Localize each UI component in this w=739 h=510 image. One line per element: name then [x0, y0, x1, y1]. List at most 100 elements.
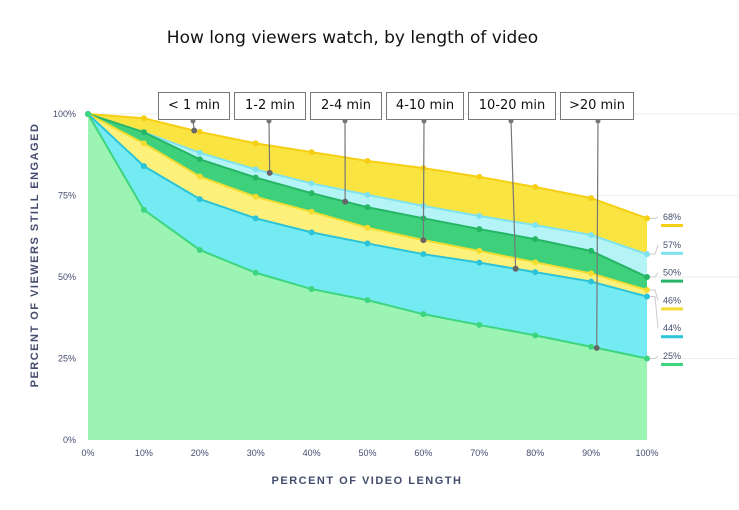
data-point — [308, 190, 315, 197]
x-tick-label: 60% — [414, 448, 432, 458]
pointer-dot — [593, 344, 600, 351]
data-point — [588, 231, 595, 238]
series-label-box: 4-10 min — [386, 92, 464, 120]
data-point — [140, 115, 147, 122]
data-point — [644, 274, 650, 280]
data-point — [532, 269, 539, 276]
data-point — [644, 287, 650, 294]
pointer-line — [422, 120, 425, 241]
series-label-box: 1-2 min — [234, 92, 306, 120]
end-label: 46% — [663, 295, 681, 305]
x-tick-label: 50% — [358, 448, 376, 458]
x-tick-label: 70% — [470, 448, 488, 458]
pointer-line — [268, 120, 271, 173]
data-point — [140, 129, 147, 136]
end-label-swatch — [661, 279, 683, 283]
data-point — [364, 204, 371, 211]
x-tick-label: 20% — [191, 448, 209, 458]
end-label-leader — [650, 355, 659, 359]
end-label-leader — [650, 244, 659, 255]
x-tick-label: 100% — [635, 448, 658, 458]
data-point — [476, 259, 483, 266]
data-point — [308, 149, 315, 156]
end-label-leader — [650, 289, 659, 301]
series-label-box: 2-4 min — [310, 92, 382, 120]
pointer-dot — [342, 198, 349, 205]
data-point — [252, 193, 259, 200]
x-axis-label: PERCENT OF VIDEO LENGTH — [272, 475, 463, 487]
data-point — [476, 247, 483, 254]
data-point — [588, 270, 595, 277]
data-point — [196, 246, 203, 253]
end-label: 50% — [663, 268, 681, 278]
data-point — [196, 156, 203, 163]
data-point — [196, 173, 203, 180]
data-point — [532, 236, 539, 243]
data-point — [364, 157, 371, 164]
data-point — [476, 321, 483, 328]
data-point — [644, 293, 650, 300]
end-label: 68% — [663, 212, 681, 222]
data-point — [644, 251, 650, 258]
data-point — [420, 251, 427, 258]
data-point — [308, 208, 315, 215]
end-label-leader — [650, 272, 659, 278]
data-point — [476, 226, 483, 233]
end-label-leader — [650, 296, 659, 329]
data-point — [364, 240, 371, 247]
data-point — [644, 215, 650, 222]
data-point — [196, 196, 203, 203]
pointer-dot — [512, 265, 519, 272]
data-point — [140, 163, 147, 170]
end-label: 57% — [663, 240, 681, 250]
data-point — [140, 206, 147, 213]
end-label-leader — [650, 216, 659, 219]
y-axis-label: PERCENT OF VIEWERS STILL ENGAGED — [29, 123, 41, 388]
data-point — [85, 111, 91, 117]
series-label-box: >20 min — [560, 92, 634, 120]
data-point — [308, 286, 315, 293]
y-tick-label: 75% — [58, 191, 76, 201]
area-5 — [88, 114, 647, 440]
data-point — [532, 259, 539, 266]
end-label-swatch — [661, 224, 683, 227]
data-point — [364, 224, 371, 231]
data-point — [588, 343, 595, 350]
data-point — [364, 191, 371, 198]
y-tick-label: 50% — [58, 272, 76, 282]
data-point — [252, 140, 259, 147]
x-tick-label: 80% — [526, 448, 544, 458]
chart-title: How long viewers watch, by length of vid… — [166, 28, 539, 48]
x-tick-label: 90% — [582, 448, 600, 458]
pointer-line — [510, 120, 517, 269]
data-point — [476, 213, 483, 220]
data-point — [308, 180, 315, 187]
data-point — [532, 222, 539, 229]
data-point — [420, 311, 427, 318]
data-point — [588, 278, 595, 285]
data-point — [140, 140, 147, 147]
data-point — [308, 229, 315, 236]
pointer-line — [596, 120, 599, 348]
end-label-swatch — [661, 251, 683, 255]
x-tick-label: 40% — [303, 448, 321, 458]
pointer-dot — [420, 237, 427, 244]
data-point — [532, 332, 539, 339]
data-point — [644, 355, 650, 362]
end-label: 44% — [663, 323, 681, 333]
data-point — [252, 215, 259, 222]
y-tick-label: 100% — [53, 109, 76, 119]
y-tick-label: 25% — [58, 354, 76, 364]
end-label-swatch — [661, 335, 683, 339]
data-point — [588, 195, 595, 202]
data-point — [196, 149, 203, 156]
pointer-dot — [191, 127, 198, 134]
pointer-dot — [266, 169, 273, 176]
y-tick-label: 0% — [63, 435, 76, 445]
end-label-swatch — [661, 307, 683, 311]
data-point — [252, 166, 259, 173]
data-point — [588, 247, 595, 254]
x-tick-label: 10% — [135, 448, 153, 458]
